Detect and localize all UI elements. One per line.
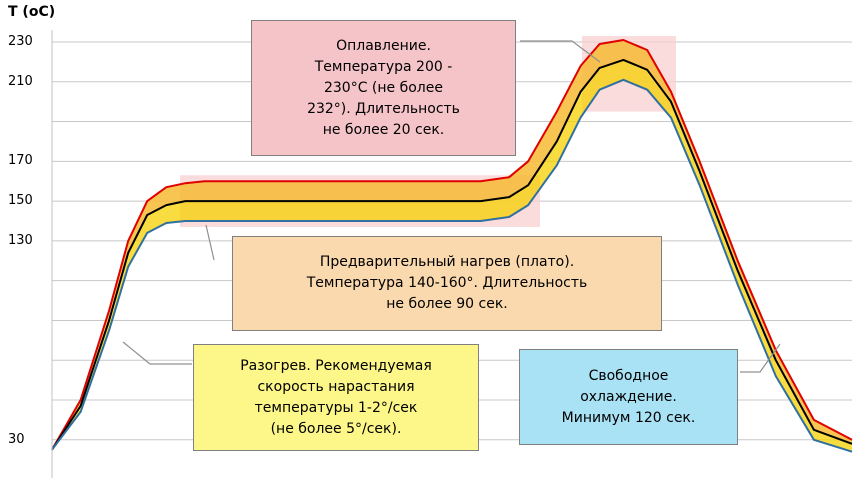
y-axis-label: T (oC) <box>8 4 56 20</box>
series-line-upper <box>51 39 853 451</box>
annotation-reflow: Оплавление. Температура 200 - 230°С (не … <box>251 20 516 156</box>
annotation-leaders <box>122 40 781 373</box>
leader-reflow <box>520 40 601 63</box>
y-tick-label: 210 <box>8 73 33 89</box>
leader-preheat <box>205 224 215 261</box>
series-line-lower <box>51 78 853 453</box>
y-tick-label: 170 <box>8 153 33 169</box>
series-line-middle <box>51 58 853 451</box>
y-tick-label: 30 <box>8 431 25 447</box>
y-tick-label: 150 <box>8 193 33 209</box>
series-lines <box>51 39 853 453</box>
annotation-preheat: Предварительный нагрев (плато). Температ… <box>232 236 662 331</box>
y-tick-label: 130 <box>8 232 33 248</box>
y-tick-label: 230 <box>8 34 33 49</box>
leader-ramp <box>122 341 192 365</box>
annotation-cooling: Свободное охлаждение. Минимум 120 сек. <box>519 349 738 445</box>
annotation-ramp: Разогрев. Рекомендуемая скорость нараста… <box>193 344 479 451</box>
leader-cooling <box>740 343 781 373</box>
